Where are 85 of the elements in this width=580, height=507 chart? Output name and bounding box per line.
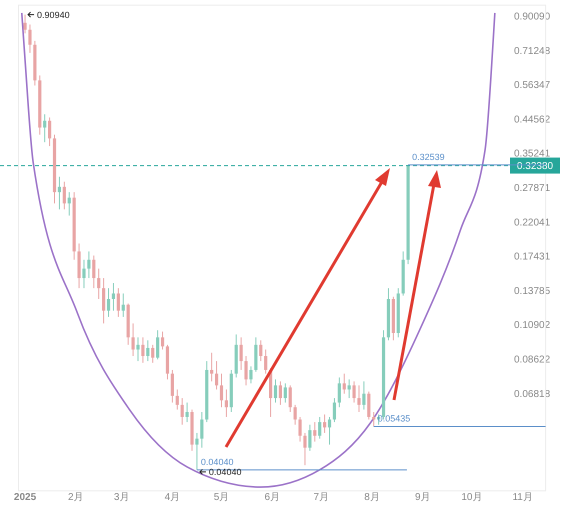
candlestick bbox=[122, 292, 125, 318]
x-tick-label: 10月 bbox=[461, 492, 482, 503]
candlestick bbox=[82, 259, 86, 289]
candlestick bbox=[328, 416, 332, 446]
y-tick-label: 0.56347 bbox=[514, 80, 551, 92]
candlestick bbox=[318, 416, 322, 440]
ref-line-label: 0.04040 bbox=[200, 456, 234, 467]
y-tick-label: 0.90090 bbox=[514, 12, 551, 23]
candlestick bbox=[352, 380, 356, 404]
candlestick bbox=[348, 378, 351, 399]
candlestick bbox=[68, 192, 71, 216]
candlestick bbox=[367, 391, 370, 420]
x-tick-label: 9月 bbox=[415, 492, 431, 503]
candlestick bbox=[214, 360, 218, 390]
y-tick-label: 0.08622 bbox=[514, 354, 551, 366]
candlestick bbox=[28, 24, 32, 54]
y-tick-label: 0.27871 bbox=[514, 183, 551, 194]
y-tick-label: 0.06818 bbox=[514, 388, 551, 400]
candlestick bbox=[303, 432, 307, 466]
candlestick bbox=[338, 376, 341, 408]
candlestick bbox=[43, 114, 46, 143]
candlestick bbox=[357, 384, 361, 413]
candlestick bbox=[323, 414, 326, 434]
y-tick-label: 0.44562 bbox=[514, 114, 551, 126]
candlestick bbox=[170, 369, 174, 404]
y-tick-label: 0.10902 bbox=[514, 320, 551, 332]
candlestick bbox=[131, 322, 135, 357]
candlestick bbox=[146, 340, 150, 362]
candlestick bbox=[176, 388, 179, 410]
candlestick bbox=[313, 422, 316, 442]
candlestick bbox=[332, 398, 336, 423]
y-tick-label: 0.13785 bbox=[514, 286, 551, 297]
candlestick bbox=[141, 336, 145, 364]
y-tick-label: 0.17431 bbox=[514, 252, 551, 263]
ref-line-label: 0.32380 bbox=[516, 161, 554, 172]
candlestick bbox=[195, 432, 199, 470]
candlestick bbox=[362, 380, 366, 410]
candlestick bbox=[136, 336, 140, 362]
candlestick bbox=[240, 336, 243, 370]
candlestick bbox=[220, 373, 224, 408]
candlestick bbox=[259, 340, 262, 362]
candlestick bbox=[62, 181, 66, 210]
line-series bbox=[20, 12, 496, 488]
candlestick bbox=[160, 331, 164, 350]
candlestick bbox=[151, 344, 154, 364]
x-tick-label: 4月 bbox=[164, 492, 180, 503]
x-tick-label: 6月 bbox=[264, 492, 280, 503]
candlestick bbox=[112, 282, 116, 312]
annotation: 0.90940 bbox=[37, 10, 70, 20]
candlestick bbox=[274, 378, 278, 404]
candlestick bbox=[210, 352, 214, 382]
x-tick-label: 11月 bbox=[512, 492, 533, 503]
candlestick bbox=[48, 116, 52, 147]
x-tick-label: 2月 bbox=[68, 492, 84, 503]
x-tick-label: 8月 bbox=[364, 492, 380, 503]
candlestick bbox=[278, 380, 282, 406]
candlestick bbox=[116, 288, 120, 318]
candlestick bbox=[102, 278, 106, 324]
candlestick bbox=[156, 330, 160, 360]
candlestick bbox=[298, 416, 302, 442]
candlestick bbox=[200, 412, 204, 448]
candlestick bbox=[97, 268, 100, 300]
candlestick bbox=[23, 14, 27, 34]
candlestick bbox=[294, 404, 297, 426]
y-tick-label: 0.71248 bbox=[514, 46, 551, 57]
x-tick-label: 5月 bbox=[214, 492, 230, 503]
candlestick bbox=[180, 398, 184, 426]
candlestick bbox=[244, 356, 248, 386]
candlestick bbox=[288, 384, 292, 413]
candlestick bbox=[186, 402, 189, 423]
candlestick bbox=[106, 288, 110, 318]
candlestick bbox=[249, 366, 253, 384]
candlestick bbox=[308, 424, 312, 452]
x-tick-label: 3月 bbox=[114, 492, 130, 503]
candlestick bbox=[284, 382, 287, 404]
candlestick bbox=[92, 255, 96, 289]
candlestick bbox=[264, 349, 268, 374]
candlestick bbox=[372, 412, 376, 427]
ref-line-label: 0.32539 bbox=[412, 152, 445, 162]
x-tick-label: 2025 bbox=[14, 492, 37, 503]
candlestick bbox=[87, 250, 90, 279]
candlestick bbox=[342, 373, 346, 394]
x-tick-label: 7月 bbox=[314, 492, 330, 503]
y-tick-label: 0.35241 bbox=[514, 148, 551, 160]
y-tick-label: 0.22041 bbox=[514, 217, 551, 228]
